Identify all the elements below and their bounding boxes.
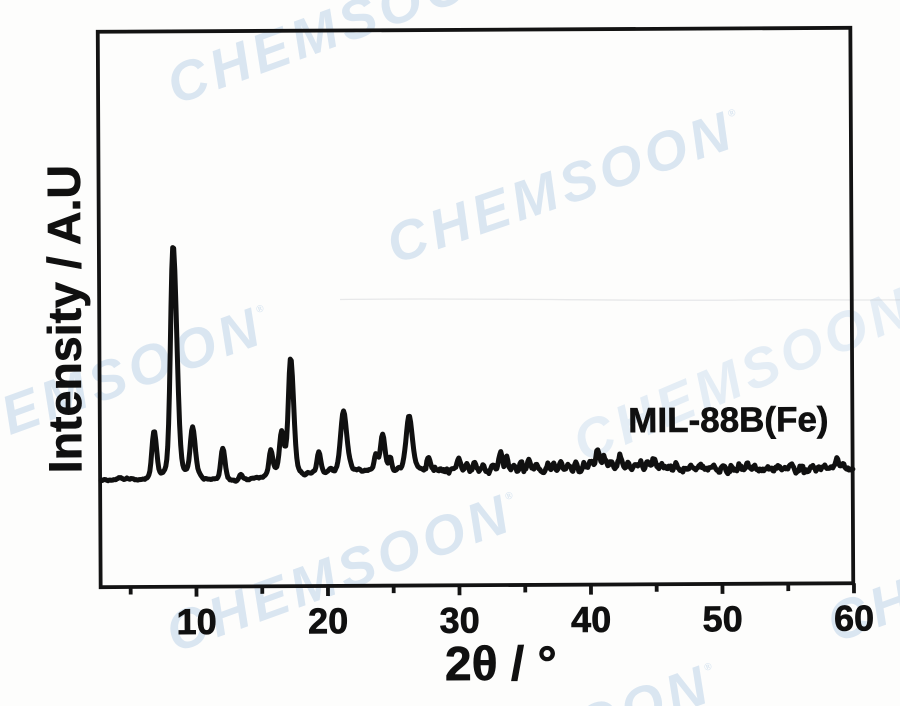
svg-text:Intensity / A.U: Intensity / A.U <box>38 165 92 474</box>
svg-text:30: 30 <box>440 599 480 640</box>
svg-text:10: 10 <box>177 601 217 642</box>
svg-text:60: 60 <box>834 597 874 638</box>
svg-text:50: 50 <box>703 598 743 639</box>
svg-text:MIL-88B(Fe): MIL-88B(Fe) <box>628 400 828 440</box>
svg-text:20: 20 <box>308 600 348 641</box>
svg-text:40: 40 <box>571 599 611 640</box>
svg-text:2θ / °: 2θ / ° <box>445 638 557 692</box>
